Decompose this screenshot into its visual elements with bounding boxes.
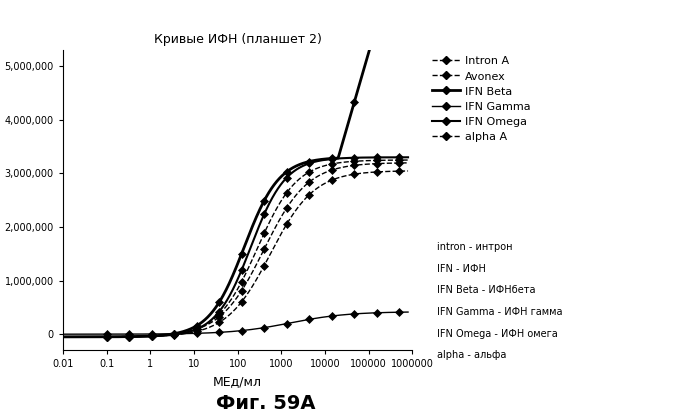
Line: IFN Gamma: IFN Gamma	[63, 312, 408, 334]
IFN Gamma	[259, 325, 268, 330]
IFN Gamma	[356, 311, 364, 316]
Text: intron - интрон: intron - интрон	[437, 242, 512, 252]
IFN Gamma	[320, 314, 329, 319]
Avonex	[59, 334, 67, 339]
Avonex	[279, 229, 287, 234]
IFN Gamma	[80, 332, 88, 337]
alpha A	[80, 334, 88, 339]
Avonex	[80, 334, 88, 339]
Text: IFN Omega - ИФН омега: IFN Omega - ИФН омега	[437, 329, 558, 339]
IFN Beta	[80, 334, 88, 339]
alpha A	[59, 334, 67, 339]
alpha A	[268, 231, 277, 236]
X-axis label: МЕд/мл: МЕд/мл	[213, 375, 262, 388]
IFN Beta	[279, 173, 287, 178]
alpha A	[404, 161, 412, 166]
IFN Omega	[268, 195, 277, 200]
Text: IFN Beta - ИФНбета: IFN Beta - ИФНбета	[437, 285, 535, 295]
alpha A	[356, 162, 364, 167]
IFN Gamma	[404, 309, 412, 314]
Text: IFN Gamma - ИФН гамма: IFN Gamma - ИФН гамма	[437, 307, 563, 317]
Text: alpha - альфа: alpha - альфа	[437, 350, 506, 360]
alpha A	[320, 170, 329, 175]
Line: Intron A: Intron A	[63, 160, 408, 337]
Avonex	[404, 168, 412, 173]
Avonex	[268, 248, 277, 253]
IFN Omega	[279, 180, 287, 185]
Intron A	[59, 334, 67, 339]
IFN Beta	[320, 156, 329, 161]
Intron A	[259, 233, 268, 238]
Intron A	[279, 196, 287, 201]
Text: Фиг. 59А: Фиг. 59А	[216, 394, 315, 413]
Avonex	[320, 181, 329, 186]
IFN Omega	[59, 334, 67, 339]
alpha A	[259, 248, 268, 253]
Avonex	[259, 265, 268, 270]
Title: Кривые ИФН (планшет 2): Кривые ИФН (планшет 2)	[154, 33, 322, 46]
IFN Gamma	[59, 332, 67, 337]
Legend: Intron A, Avonex, IFN Beta, IFN Gamma, IFN Omega, alpha A: Intron A, Avonex, IFN Beta, IFN Gamma, I…	[432, 55, 531, 143]
IFN Omega	[404, 155, 412, 160]
Intron A	[320, 163, 329, 168]
IFN Omega	[320, 157, 329, 162]
IFN Beta	[259, 200, 268, 205]
IFN Beta	[356, 80, 364, 85]
Line: IFN Omega: IFN Omega	[63, 157, 408, 337]
IFN Omega	[259, 214, 268, 219]
Text: IFN - ИФН: IFN - ИФН	[437, 264, 486, 274]
IFN Omega	[356, 155, 364, 160]
IFN Beta	[268, 185, 277, 190]
Line: IFN Beta: IFN Beta	[63, 0, 408, 337]
Line: Avonex: Avonex	[63, 171, 408, 337]
alpha A	[279, 212, 287, 217]
IFN Gamma	[279, 322, 287, 327]
Avonex	[356, 171, 364, 176]
IFN Beta	[59, 334, 67, 339]
Intron A	[80, 334, 88, 339]
Intron A	[356, 158, 364, 163]
Intron A	[268, 214, 277, 219]
IFN Omega	[80, 334, 88, 339]
IFN Gamma	[268, 324, 277, 329]
Intron A	[404, 158, 412, 163]
Line: alpha A: alpha A	[63, 163, 408, 337]
